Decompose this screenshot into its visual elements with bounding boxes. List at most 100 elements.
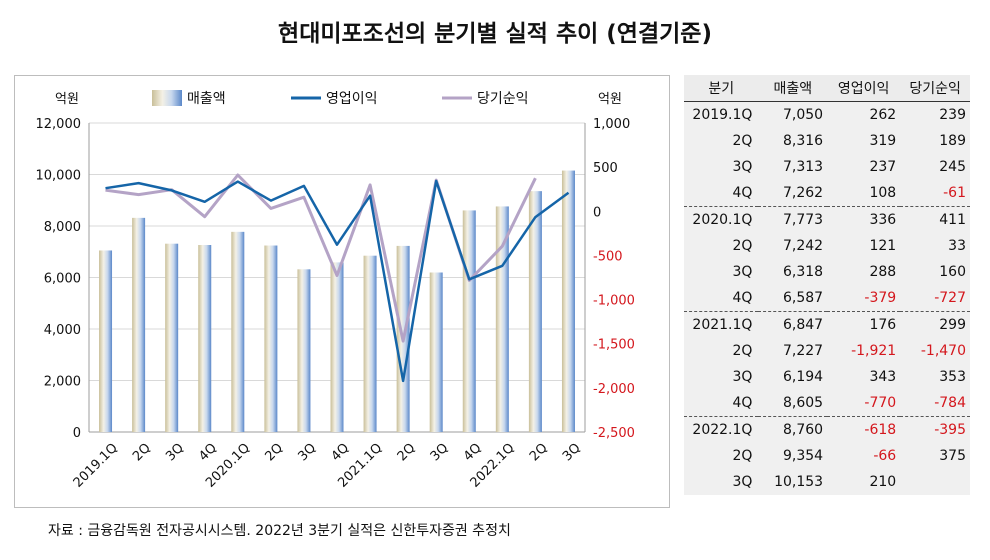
table-value-cell: 9,354 <box>758 443 828 469</box>
table-value-cell: 6,587 <box>758 285 828 312</box>
source-note: 자료 : 금융감독원 전자공시시스템. 2022년 3분기 실적은 신한투자증권… <box>48 523 511 539</box>
table-quarter-cell: 2022.1Q <box>684 416 759 443</box>
bar-sales <box>495 206 509 432</box>
legend-label-sales: 매출액 <box>187 91 226 107</box>
table-value-cell: -379 <box>827 285 901 312</box>
x-tick-label: 2Q <box>527 441 551 465</box>
table-value-cell: 239 <box>900 101 970 128</box>
table-value-cell: 121 <box>827 233 901 259</box>
table-quarter-cell: 2Q <box>684 233 759 259</box>
y-tick-label: 10,000 <box>36 169 82 184</box>
bar-sales <box>330 262 344 432</box>
table-quarter-cell: 2Q <box>684 128 759 154</box>
table-value-cell: 245 <box>900 154 970 180</box>
table-value-cell: -784 <box>900 390 970 417</box>
table-value-cell: 336 <box>827 206 901 233</box>
table-row: 3Q 6,194 343 353 <box>684 364 970 390</box>
bar-sales <box>297 269 311 432</box>
x-tick-label: 2Q <box>130 441 154 465</box>
table-quarter-cell: 4Q <box>684 285 759 312</box>
y2-tick-label: -1,000 <box>593 294 635 309</box>
legend-label-net: 당기순익 <box>477 91 529 107</box>
table-row: 2022.1Q 8,760 -618 -395 <box>684 416 970 443</box>
table-value-cell: 33 <box>900 233 970 259</box>
table-row: 2019.1Q 7,050 262 239 <box>684 101 970 128</box>
y-tick-label: 0 <box>73 426 81 441</box>
table-value-cell: 343 <box>827 364 901 390</box>
x-tick-label: 3Q <box>560 441 584 465</box>
table-value-cell: 237 <box>827 154 901 180</box>
table-quarter-cell: 3Q <box>684 259 759 285</box>
table-quarter-cell: 2Q <box>684 338 759 364</box>
x-tick-label: 2Q <box>395 441 419 465</box>
table-value-cell: 319 <box>827 128 901 154</box>
y2-tick-label: -500 <box>593 249 623 264</box>
table-value-cell: 262 <box>827 101 901 128</box>
x-tick-label: 3Q <box>428 441 452 465</box>
bar-sales <box>429 272 443 432</box>
table-quarter-cell: 4Q <box>684 180 759 207</box>
table-header-cell: 분기 <box>684 75 759 102</box>
data-table-wrap: 분기 매출액 영업이익 당기순익 2019.1Q 7,050 262 239 2Q 8,3… <box>684 75 970 495</box>
y2-tick-label: 500 <box>593 161 618 176</box>
table-value-cell: -66 <box>827 443 901 469</box>
table-value-cell: 160 <box>900 259 970 285</box>
table-row: 2Q 9,354 -66 375 <box>684 443 970 469</box>
table-value-cell: 7,262 <box>758 180 828 207</box>
bar-sales <box>198 245 212 432</box>
table-value-cell: 7,773 <box>758 206 828 233</box>
x-tick-label: 2Q <box>262 441 286 465</box>
table-value-cell: 375 <box>900 443 970 469</box>
table-row: 4Q 7,262 108 -61 <box>684 180 970 207</box>
line-operating-income <box>105 179 570 383</box>
table-value-cell: 176 <box>827 311 901 338</box>
bar-sales <box>363 255 377 432</box>
y2-tick-label: -1,500 <box>593 338 635 353</box>
table-row: 3Q 10,153 210 <box>684 469 970 495</box>
table-value-cell: 6,194 <box>758 364 828 390</box>
table-value-cell: 210 <box>827 469 901 495</box>
table-value-cell: 7,050 <box>758 101 828 128</box>
table-value-cell: 6,318 <box>758 259 828 285</box>
table-value-cell: 8,605 <box>758 390 828 417</box>
table-value-cell: 299 <box>900 311 970 338</box>
table-value-cell: -618 <box>827 416 901 443</box>
table-value-cell: 189 <box>900 128 970 154</box>
table-row: 2Q 7,242 121 33 <box>684 233 970 259</box>
table-quarter-cell: 2019.1Q <box>684 101 759 128</box>
legend-label-operating: 영업이익 <box>326 91 378 107</box>
table-row: 2Q 7,227 -1,921 -1,470 <box>684 338 970 364</box>
data-table: 분기 매출액 영업이익 당기순익 2019.1Q 7,050 262 239 2Q 8,3… <box>684 75 970 495</box>
bar-sales <box>231 231 245 432</box>
y2-tick-label: -2,000 <box>593 382 635 397</box>
page-title: 현대미포조선의 분기별 실적 추이 (연결기준) <box>278 21 712 47</box>
table-quarter-cell: 2020.1Q <box>684 206 759 233</box>
y2-tick-label: -2,500 <box>593 426 635 441</box>
x-tick-label: 4Q <box>461 441 485 465</box>
table-header-cell: 매출액 <box>758 75 828 102</box>
table-value-cell: 7,227 <box>758 338 828 364</box>
table-value-cell <box>900 469 970 495</box>
table-value-cell: -727 <box>900 285 970 312</box>
table-value-cell: 288 <box>827 259 901 285</box>
table-quarter-cell: 3Q <box>684 364 759 390</box>
table-quarter-cell: 3Q <box>684 154 759 180</box>
bar-sales <box>561 170 575 432</box>
table-value-cell: 108 <box>827 180 901 207</box>
chart-container: 0 2,000 4,000 6,000 8,000 10,000 12,000 -2,500 -… <box>14 75 670 508</box>
table-quarter-cell: 4Q <box>684 390 759 417</box>
y2-tick-label: 0 <box>593 205 601 220</box>
table-value-cell: -1,921 <box>827 338 901 364</box>
table-row: 2020.1Q 7,773 336 411 <box>684 206 970 233</box>
legend-swatch-sales <box>152 90 182 106</box>
x-tick-label: 3Q <box>295 441 319 465</box>
table-value-cell: 8,760 <box>758 416 828 443</box>
table-value-cell: 6,847 <box>758 311 828 338</box>
table-row: 3Q 6,318 288 160 <box>684 259 970 285</box>
bar-sales <box>462 210 476 432</box>
table-value-cell: 411 <box>900 206 970 233</box>
y-tick-label: 2,000 <box>44 375 81 390</box>
table-value-cell: 353 <box>900 364 970 390</box>
table-value-cell: -1,470 <box>900 338 970 364</box>
table-header-cell: 당기순익 <box>900 75 970 102</box>
